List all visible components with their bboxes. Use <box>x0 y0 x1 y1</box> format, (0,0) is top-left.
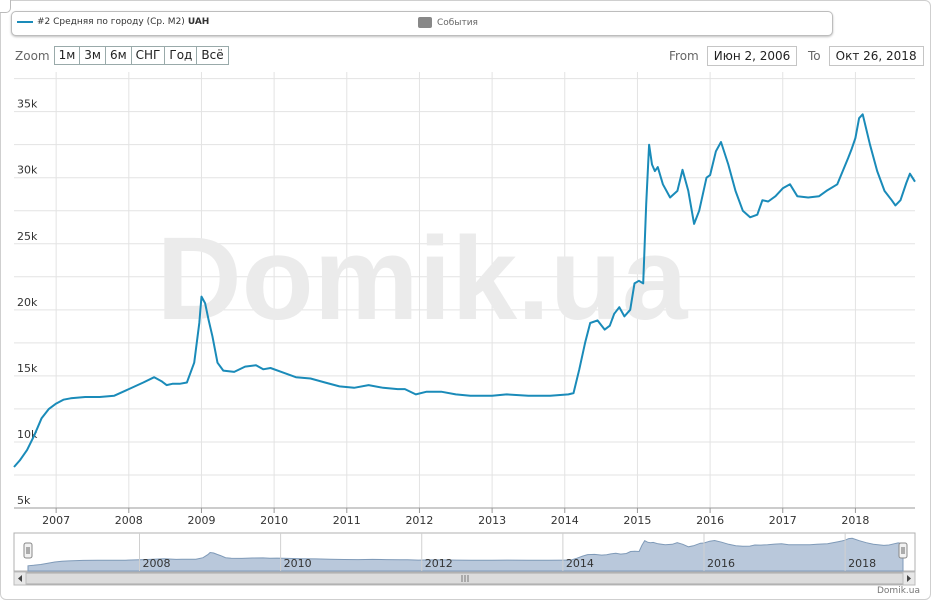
range-to: To Окт 26, 2018 <box>808 46 924 66</box>
y-tick-label: 15k <box>17 362 38 375</box>
credit-link[interactable]: Domik.ua <box>877 586 920 596</box>
legend-events-label: События <box>437 17 478 28</box>
y-tick-label: 35k <box>17 98 38 111</box>
x-tick-label: 2013 <box>478 514 506 527</box>
legend: #2 Средняя по городу (Ср. М2) UAH Событи… <box>11 11 833 36</box>
x-tick-label: 2015 <box>623 514 651 527</box>
y-tick-label: 30k <box>17 164 38 177</box>
zoom-1y-button[interactable]: Год <box>164 46 198 65</box>
y-tick-label: 20k <box>17 296 38 309</box>
x-tick-label: 2012 <box>405 514 433 527</box>
series-line-swatch <box>17 21 33 23</box>
navigator-left-handle[interactable] <box>23 542 33 559</box>
scroll-right-arrow-icon[interactable] <box>902 571 916 586</box>
navigator-right-handle[interactable] <box>898 542 908 559</box>
zoom-selector: Zoom 1м 3м 6м СНГ Год Всё <box>15 46 229 65</box>
x-tick-label: 2014 <box>551 514 579 527</box>
navigator-tick-label: 2016 <box>707 557 735 570</box>
from-label: From <box>669 49 699 63</box>
x-tick-label: 2010 <box>260 514 288 527</box>
legend-series-unit: UAH <box>187 17 210 27</box>
corner-tab <box>0 0 11 13</box>
scrollbar[interactable] <box>13 571 916 586</box>
y-tick-label: 25k <box>17 230 38 243</box>
x-axis: 2007 2008 2009 2010 2011 2012 2013 2014 2015 2016… <box>42 508 869 527</box>
to-label: To <box>808 49 821 63</box>
grid-lines <box>14 72 915 509</box>
zoom-all-button[interactable]: Всё <box>196 46 229 65</box>
navigator-tick-label: 2010 <box>284 557 312 570</box>
legend-item-series[interactable]: #2 Средняя по городу (Ср. М2) UAH <box>17 17 209 27</box>
navigator-tick-label: 2008 <box>142 557 170 570</box>
zoom-1m-button[interactable]: 1м <box>53 46 81 65</box>
legend-series-label: #2 Средняя по городу (Ср. М2) <box>37 17 185 27</box>
from-date-input[interactable]: Июн 2, 2006 <box>706 46 798 66</box>
zoom-3m-button[interactable]: 3м <box>79 46 106 65</box>
scroll-left-arrow-icon[interactable] <box>13 571 27 586</box>
zoom-label: Zoom <box>15 48 50 63</box>
range-from: From Июн 2, 2006 <box>669 46 798 66</box>
to-date-input[interactable]: Окт 26, 2018 <box>828 46 924 66</box>
navigator-series <box>27 537 904 572</box>
x-tick-label: 2017 <box>769 514 797 527</box>
y-tick-label: 5k <box>17 494 31 507</box>
x-tick-label: 2009 <box>187 514 215 527</box>
x-tick-label: 2016 <box>696 514 724 527</box>
navigator-tick-label: 2018 <box>848 557 876 570</box>
series-line <box>13 113 916 468</box>
legend-item-events[interactable]: События <box>418 17 478 28</box>
events-swatch <box>418 17 432 28</box>
x-tick-label: 2008 <box>115 514 143 527</box>
x-tick-label: 2007 <box>42 514 70 527</box>
navigator: 2008 2010 2012 2014 2016 2018 <box>13 532 916 586</box>
navigator-tick-label: 2012 <box>425 557 453 570</box>
x-tick-label: 2018 <box>841 514 869 527</box>
navigator-tick-label: 2014 <box>566 557 594 570</box>
x-tick-label: 2011 <box>333 514 361 527</box>
